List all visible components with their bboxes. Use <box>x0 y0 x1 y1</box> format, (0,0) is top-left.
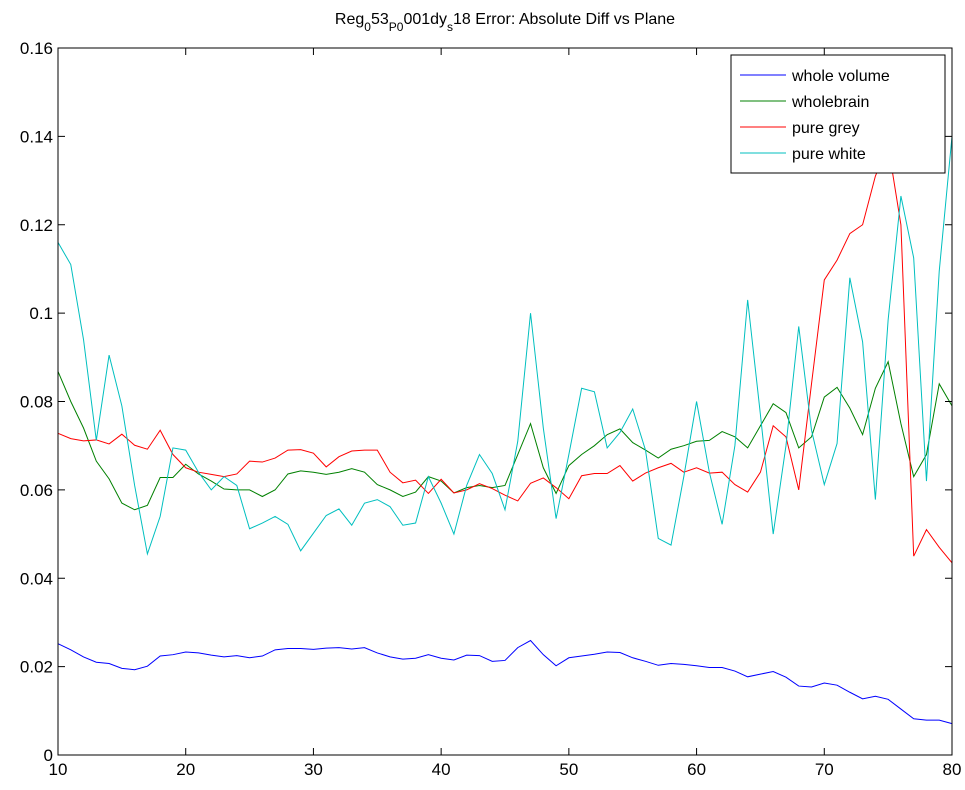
x-tick-label: 30 <box>304 760 323 779</box>
y-axis: 0 0.02 0.04 0.06 0.08 0.1 0.12 0.14 0.16 <box>20 39 952 765</box>
title-part: 53 <box>371 11 389 28</box>
x-tick-label: 70 <box>815 760 834 779</box>
x-tick-label: 80 <box>943 760 962 779</box>
series-line-pure-grey <box>57 143 953 564</box>
title-part: s <box>447 20 453 34</box>
series-line-whole-volume <box>57 639 953 725</box>
title-part: Reg <box>335 11 364 28</box>
y-tick-label: 0.08 <box>20 393 53 412</box>
x-tick-label: 60 <box>687 760 706 779</box>
y-tick-label: 0.1 <box>29 304 53 323</box>
series-layer <box>57 136 953 725</box>
x-tick-label: 10 <box>49 760 68 779</box>
y-tick-label: 0.12 <box>20 216 53 235</box>
y-tick-label: 0.04 <box>20 569 53 588</box>
series-line-pure-white <box>57 136 953 556</box>
y-tick-label: 0.16 <box>20 39 53 58</box>
title-part: 001dy <box>403 11 447 28</box>
title-part: P0 <box>389 20 404 34</box>
series-line-wholebrain <box>57 360 953 511</box>
legend-label: pure grey <box>792 120 860 137</box>
x-tick-label: 20 <box>176 760 195 779</box>
legend-label: pure white <box>792 146 866 163</box>
chart-title: Reg053P0001dys18 Error: Absolute Diff vs… <box>335 11 675 34</box>
y-tick-label: 0.14 <box>20 127 53 146</box>
y-tick-label: 0.02 <box>20 658 53 677</box>
x-tick-label: 50 <box>559 760 578 779</box>
title-part: 18 Error: Absolute Diff vs Plane <box>453 11 675 28</box>
x-tick-label: 40 <box>432 760 451 779</box>
x-axis: 10 20 30 40 50 60 70 80 <box>49 48 962 779</box>
y-tick-label: 0 <box>44 746 53 765</box>
y-tick-label: 0.06 <box>20 481 53 500</box>
legend-label: whole volume <box>791 68 890 85</box>
legend-label: wholebrain <box>791 94 869 111</box>
title-part: 0 <box>364 20 371 34</box>
legend: whole volume wholebrain pure grey pure whit… <box>730 54 946 174</box>
